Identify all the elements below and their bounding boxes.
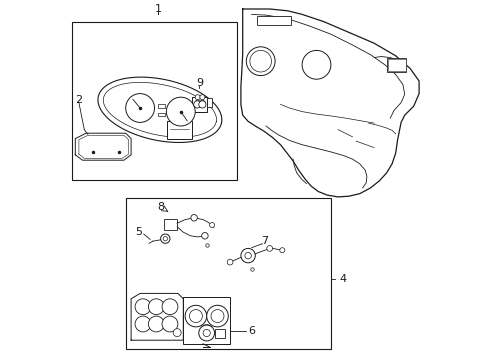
- Text: 6: 6: [248, 326, 255, 336]
- Circle shape: [160, 234, 170, 243]
- Text: 5: 5: [135, 227, 142, 237]
- Circle shape: [203, 329, 210, 337]
- Text: 7: 7: [260, 236, 267, 246]
- Bar: [158, 104, 165, 108]
- Circle shape: [266, 246, 272, 251]
- Circle shape: [209, 222, 214, 228]
- Bar: [125, 198, 330, 349]
- Circle shape: [163, 237, 167, 241]
- Bar: [167, 121, 192, 139]
- Circle shape: [185, 305, 206, 327]
- Circle shape: [249, 50, 271, 72]
- Circle shape: [199, 325, 214, 341]
- Circle shape: [195, 100, 200, 105]
- Circle shape: [211, 310, 224, 323]
- Bar: [164, 219, 177, 230]
- Circle shape: [135, 316, 151, 332]
- Circle shape: [190, 215, 197, 221]
- Bar: [158, 113, 165, 116]
- Circle shape: [244, 252, 251, 259]
- Bar: [387, 59, 405, 71]
- Circle shape: [162, 316, 178, 332]
- Circle shape: [189, 310, 202, 323]
- Text: 2: 2: [75, 95, 82, 105]
- Circle shape: [200, 100, 204, 105]
- Text: 8: 8: [157, 202, 164, 212]
- Bar: [214, 329, 224, 338]
- Circle shape: [135, 299, 151, 315]
- Circle shape: [162, 299, 178, 315]
- Circle shape: [206, 305, 228, 327]
- Text: 3: 3: [169, 108, 176, 118]
- Circle shape: [201, 233, 208, 239]
- Bar: [386, 58, 406, 72]
- Text: 1: 1: [154, 4, 161, 14]
- Text: 9: 9: [196, 78, 203, 88]
- Circle shape: [200, 325, 213, 338]
- Circle shape: [227, 259, 232, 265]
- Bar: [206, 98, 211, 107]
- Bar: [72, 22, 237, 180]
- Circle shape: [200, 95, 204, 100]
- Circle shape: [199, 101, 205, 108]
- Circle shape: [193, 101, 201, 108]
- Circle shape: [241, 248, 255, 263]
- Bar: [183, 297, 230, 344]
- Circle shape: [148, 299, 164, 315]
- Circle shape: [148, 316, 164, 332]
- Text: 4: 4: [339, 274, 346, 284]
- Circle shape: [302, 50, 330, 79]
- Circle shape: [173, 329, 181, 337]
- Circle shape: [246, 47, 275, 76]
- Circle shape: [166, 97, 195, 126]
- Circle shape: [195, 95, 200, 100]
- Circle shape: [279, 248, 284, 253]
- Bar: [192, 97, 206, 112]
- Circle shape: [125, 94, 154, 122]
- Bar: [257, 16, 291, 25]
